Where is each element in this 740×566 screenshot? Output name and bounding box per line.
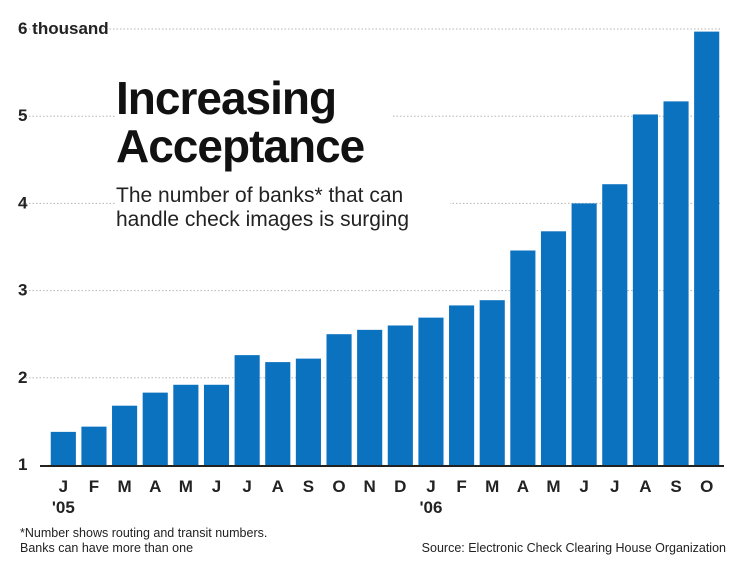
bar — [357, 329, 383, 465]
bar — [418, 317, 444, 465]
x-tick-label: O — [700, 477, 713, 496]
bar — [602, 184, 628, 465]
y-tick-label: 1 — [18, 455, 27, 474]
bar — [50, 431, 76, 465]
footnote-line-1: *Number shows routing and transit number… — [20, 526, 268, 540]
bars — [50, 31, 720, 466]
year-label: '05 — [52, 498, 75, 517]
bar — [632, 114, 658, 466]
bar — [694, 31, 720, 466]
x-tick-label: J — [579, 477, 588, 496]
bar — [81, 426, 107, 465]
bar — [510, 250, 536, 465]
y-tick-labels: 1 2 3 4 5 6 thousand — [18, 19, 109, 474]
bar — [295, 358, 321, 465]
x-tick-label: N — [364, 477, 376, 496]
y-tick-label: 4 — [18, 193, 28, 212]
chart-subtitle-text: The number of banks* that can handle che… — [116, 184, 409, 231]
chart-title-text: Increasing Acceptance — [116, 72, 365, 172]
bar — [203, 384, 230, 465]
x-tick-label: J — [212, 477, 221, 496]
chart-title: Increasing Acceptance — [116, 72, 392, 172]
bar — [234, 355, 260, 465]
x-tick-label: J — [426, 477, 435, 496]
x-tick-label: J — [242, 477, 251, 496]
y-tick-label: 2 — [18, 368, 27, 387]
bar — [265, 362, 291, 465]
x-tick-label: M — [118, 477, 132, 496]
bar — [387, 325, 413, 465]
x-tick-label: F — [456, 477, 466, 496]
y-tick-label: 5 — [18, 106, 27, 125]
x-tick-label: S — [670, 477, 681, 496]
bar — [142, 392, 168, 465]
year-label: '06 — [419, 498, 442, 517]
bar — [571, 203, 597, 465]
year-labels: '05 '06 — [52, 498, 443, 517]
footnote: *Number shows routing and transit number… — [20, 526, 267, 556]
y-tick-label: 6 thousand — [18, 19, 109, 38]
bar — [663, 101, 689, 465]
bar — [173, 384, 199, 465]
bar — [326, 334, 352, 465]
x-tick-label: A — [517, 477, 529, 496]
bar — [449, 305, 475, 465]
source-note: Source: Electronic Check Clearing House … — [421, 541, 726, 555]
bar — [540, 231, 567, 465]
x-tick-label: J — [59, 477, 68, 496]
x-tick-label: M — [179, 477, 193, 496]
x-tick-label: O — [332, 477, 345, 496]
x-tick-label: F — [89, 477, 99, 496]
x-tick-label: S — [303, 477, 314, 496]
x-tick-label: A — [149, 477, 161, 496]
x-tick-label: M — [546, 477, 560, 496]
chart-subtitle: The number of banks* that can handle che… — [116, 184, 450, 234]
x-tick-label: D — [394, 477, 406, 496]
bar — [479, 300, 505, 465]
x-tick-label: J — [610, 477, 619, 496]
x-tick-label: M — [485, 477, 499, 496]
x-tick-label: A — [639, 477, 651, 496]
y-tick-label: 3 — [18, 281, 27, 300]
footnote-line-2: Banks can have more than one — [20, 541, 194, 555]
x-tick-label: A — [272, 477, 284, 496]
bar — [112, 405, 138, 465]
